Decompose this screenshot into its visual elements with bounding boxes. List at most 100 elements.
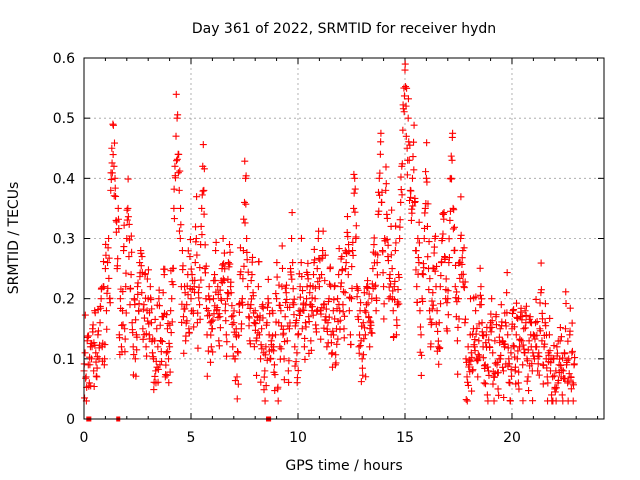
data-point bbox=[368, 295, 376, 303]
data-point bbox=[453, 298, 461, 306]
data-point bbox=[250, 343, 258, 351]
data-point bbox=[394, 286, 402, 294]
data-point bbox=[395, 273, 403, 281]
data-point bbox=[169, 281, 177, 289]
data-point bbox=[330, 296, 338, 304]
data-point bbox=[128, 319, 136, 327]
data-point bbox=[174, 111, 182, 119]
x-tick-label: 20 bbox=[503, 430, 521, 446]
data-point bbox=[228, 313, 236, 321]
data-point bbox=[305, 318, 313, 326]
data-point bbox=[333, 340, 341, 348]
data-point bbox=[283, 337, 291, 345]
data-point bbox=[196, 301, 204, 309]
data-point bbox=[303, 283, 311, 291]
data-point bbox=[313, 265, 321, 273]
y-tick-label: 0.6 bbox=[53, 51, 75, 67]
data-point bbox=[519, 361, 527, 369]
data-point bbox=[488, 317, 496, 325]
data-point bbox=[475, 320, 483, 328]
data-point bbox=[491, 359, 499, 367]
data-point bbox=[345, 241, 353, 249]
data-point bbox=[165, 379, 173, 387]
data-point bbox=[310, 271, 318, 279]
data-point bbox=[436, 283, 444, 291]
data-point bbox=[346, 294, 354, 302]
data-point bbox=[401, 66, 409, 74]
data-point bbox=[175, 186, 183, 194]
data-point bbox=[220, 249, 228, 257]
data-point bbox=[157, 337, 165, 345]
data-point bbox=[332, 351, 340, 359]
data-point bbox=[306, 289, 314, 297]
data-point bbox=[562, 288, 570, 296]
data-point bbox=[278, 242, 286, 250]
data-point bbox=[511, 363, 519, 371]
data-point bbox=[441, 255, 449, 263]
data-point bbox=[525, 387, 533, 395]
data-point bbox=[216, 313, 224, 321]
data-point bbox=[412, 247, 420, 255]
data-point bbox=[519, 341, 527, 349]
data-point bbox=[432, 320, 440, 328]
data-point bbox=[161, 265, 169, 273]
data-point bbox=[108, 169, 116, 177]
data-point bbox=[261, 397, 269, 405]
data-point bbox=[342, 265, 350, 273]
data-point bbox=[151, 315, 159, 323]
data-point bbox=[515, 385, 523, 393]
data-point bbox=[263, 303, 271, 311]
data-point bbox=[415, 239, 423, 247]
data-point bbox=[94, 327, 102, 335]
data-point bbox=[453, 337, 461, 345]
data-point bbox=[339, 288, 347, 296]
data-point bbox=[200, 165, 208, 173]
data-point bbox=[242, 200, 250, 208]
data-point bbox=[147, 319, 155, 327]
data-point bbox=[467, 295, 475, 303]
data-point bbox=[223, 352, 231, 360]
data-point bbox=[457, 231, 465, 239]
data-point bbox=[92, 358, 100, 366]
data-point bbox=[262, 343, 270, 351]
data-point bbox=[505, 360, 513, 368]
data-point bbox=[501, 340, 509, 348]
data-point bbox=[202, 262, 210, 270]
data-point bbox=[175, 227, 183, 235]
data-point bbox=[293, 349, 301, 357]
data-point bbox=[542, 322, 550, 330]
data-point bbox=[284, 367, 292, 375]
data-point bbox=[278, 283, 286, 291]
data-point bbox=[146, 283, 154, 291]
data-point bbox=[398, 191, 406, 199]
data-point bbox=[251, 319, 259, 327]
data-point bbox=[412, 266, 420, 274]
data-point bbox=[187, 295, 195, 303]
data-point bbox=[136, 273, 144, 281]
data-point bbox=[532, 319, 540, 327]
data-point bbox=[92, 349, 100, 357]
data-point bbox=[534, 367, 542, 375]
data-point bbox=[163, 311, 171, 319]
data-point bbox=[194, 309, 202, 317]
data-point bbox=[532, 295, 540, 303]
data-point bbox=[208, 317, 216, 325]
data-point bbox=[386, 271, 394, 279]
data-point bbox=[107, 176, 115, 184]
data-point bbox=[255, 258, 263, 266]
data-point bbox=[541, 300, 549, 308]
data-point bbox=[201, 241, 209, 249]
data-point bbox=[490, 397, 498, 405]
data-point bbox=[434, 327, 442, 335]
data-point bbox=[395, 300, 403, 308]
data-point bbox=[123, 216, 131, 224]
data-point bbox=[270, 347, 278, 355]
data-point bbox=[259, 314, 267, 322]
data-point bbox=[429, 301, 437, 309]
data-point bbox=[428, 297, 436, 305]
data-point bbox=[431, 267, 439, 275]
data-point bbox=[227, 289, 235, 297]
data-point bbox=[171, 162, 179, 170]
data-point bbox=[292, 316, 300, 324]
data-point bbox=[226, 260, 234, 268]
